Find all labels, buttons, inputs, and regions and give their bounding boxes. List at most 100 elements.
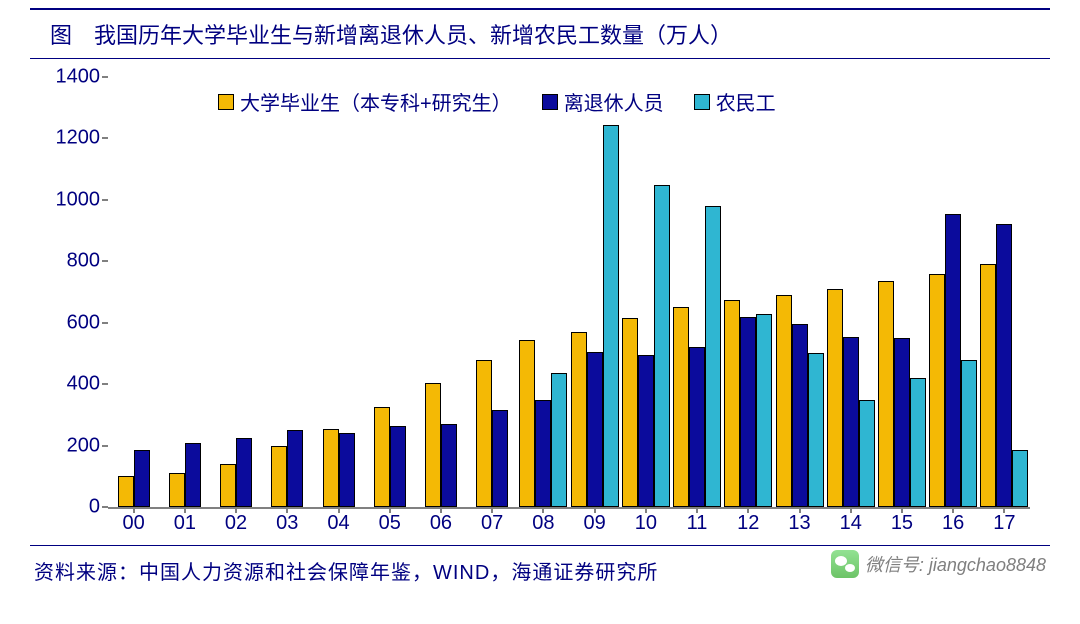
- x-tick-label: 13: [788, 512, 810, 535]
- x-tick-mark: [645, 507, 647, 513]
- x-tick-mark: [286, 507, 288, 513]
- bar: [476, 360, 492, 507]
- x-tick-label: 12: [737, 512, 759, 535]
- bar: [859, 400, 875, 508]
- bar: [894, 338, 910, 507]
- watermark-text: 微信号: jiangchao8848: [865, 551, 1046, 577]
- x-tick-mark: [338, 507, 340, 513]
- bar: [689, 347, 705, 507]
- bar: [169, 473, 185, 507]
- legend-label: 农民工: [716, 87, 776, 116]
- bar: [551, 373, 567, 507]
- x-tick-label: 14: [840, 512, 862, 535]
- x-tick-label: 01: [174, 512, 196, 535]
- bar: [910, 378, 926, 507]
- x-tick-mark: [184, 507, 186, 513]
- bar: [287, 430, 303, 507]
- bar: [236, 438, 252, 507]
- bar-group: [776, 295, 824, 507]
- bar-group: [476, 360, 508, 507]
- y-tick-mark: [102, 506, 108, 508]
- bar: [843, 337, 859, 507]
- bar: [756, 314, 772, 508]
- bar: [961, 360, 977, 507]
- x-tick-label: 00: [122, 512, 144, 535]
- bar: [945, 214, 961, 507]
- legend-swatch-migrants: [694, 94, 710, 110]
- x-tick-mark: [1003, 507, 1005, 513]
- bar: [724, 300, 740, 507]
- x-tick-label: 07: [481, 512, 503, 535]
- bar: [271, 446, 287, 507]
- y-tick-label: 600: [48, 311, 100, 334]
- x-tick-mark: [952, 507, 954, 513]
- bar-group: [878, 281, 926, 507]
- bar: [587, 352, 603, 507]
- bar: [425, 383, 441, 507]
- x-tick-mark: [389, 507, 391, 513]
- x-tick-mark: [594, 507, 596, 513]
- legend: 大学毕业生（本专科+研究生） 离退休人员 农民工: [218, 87, 776, 116]
- bar: [492, 410, 508, 507]
- bar: [185, 443, 201, 508]
- bar: [571, 332, 587, 507]
- x-tick-mark: [542, 507, 544, 513]
- y-tick-mark: [102, 322, 108, 324]
- bar-group: [425, 383, 457, 507]
- wechat-icon: [831, 550, 859, 578]
- legend-swatch-retirees: [542, 94, 558, 110]
- x-tick-label: 04: [327, 512, 349, 535]
- bar: [535, 400, 551, 508]
- bar-group: [271, 430, 303, 507]
- bar: [118, 476, 134, 507]
- bar-group: [118, 450, 150, 507]
- bar-group: [673, 206, 721, 507]
- bar: [740, 317, 756, 507]
- bar: [654, 185, 670, 508]
- bar-group: [323, 429, 355, 507]
- bar: [339, 433, 355, 507]
- x-tick-label: 15: [891, 512, 913, 535]
- plot-region: 0200400600800100012001400000102030405060…: [108, 79, 1030, 509]
- title-bar: 图 我国历年大学毕业生与新增离退休人员、新增农民工数量（万人）: [30, 8, 1050, 59]
- bar-group: [374, 407, 406, 507]
- y-tick-mark: [102, 137, 108, 139]
- x-tick-mark: [133, 507, 135, 513]
- bar: [878, 281, 894, 507]
- bar: [374, 407, 390, 507]
- bar: [808, 353, 824, 507]
- legend-label: 大学毕业生（本专科+研究生）: [240, 87, 512, 116]
- x-tick-mark: [747, 507, 749, 513]
- legend-item-graduates: 大学毕业生（本专科+研究生）: [218, 87, 512, 116]
- x-tick-label: 09: [583, 512, 605, 535]
- x-tick-label: 17: [993, 512, 1015, 535]
- x-tick-label: 16: [942, 512, 964, 535]
- legend-item-retirees: 离退休人员: [542, 87, 664, 116]
- bar: [996, 224, 1012, 507]
- x-tick-mark: [440, 507, 442, 513]
- chart-area: 大学毕业生（本专科+研究生） 离退休人员 农民工 020040060080010…: [48, 79, 1040, 539]
- bar: [603, 125, 619, 507]
- y-tick-label: 1000: [48, 188, 100, 211]
- bars-container: [108, 79, 1030, 507]
- y-tick-mark: [102, 76, 108, 78]
- bar-group: [169, 443, 201, 508]
- bar-group: [571, 125, 619, 507]
- bar: [792, 324, 808, 507]
- y-tick-label: 1200: [48, 127, 100, 150]
- x-tick-mark: [696, 507, 698, 513]
- legend-label: 离退休人员: [564, 87, 664, 116]
- y-tick-mark: [102, 199, 108, 201]
- bar: [390, 426, 406, 507]
- bar: [134, 450, 150, 507]
- bar: [220, 464, 236, 507]
- bar: [1012, 450, 1028, 507]
- bar: [673, 307, 689, 507]
- bar: [980, 264, 996, 507]
- x-tick-label: 11: [687, 512, 708, 535]
- x-tick-mark: [901, 507, 903, 513]
- x-tick-label: 05: [379, 512, 401, 535]
- legend-swatch-graduates: [218, 94, 234, 110]
- x-tick-mark: [491, 507, 493, 513]
- y-tick-label: 1400: [48, 66, 100, 89]
